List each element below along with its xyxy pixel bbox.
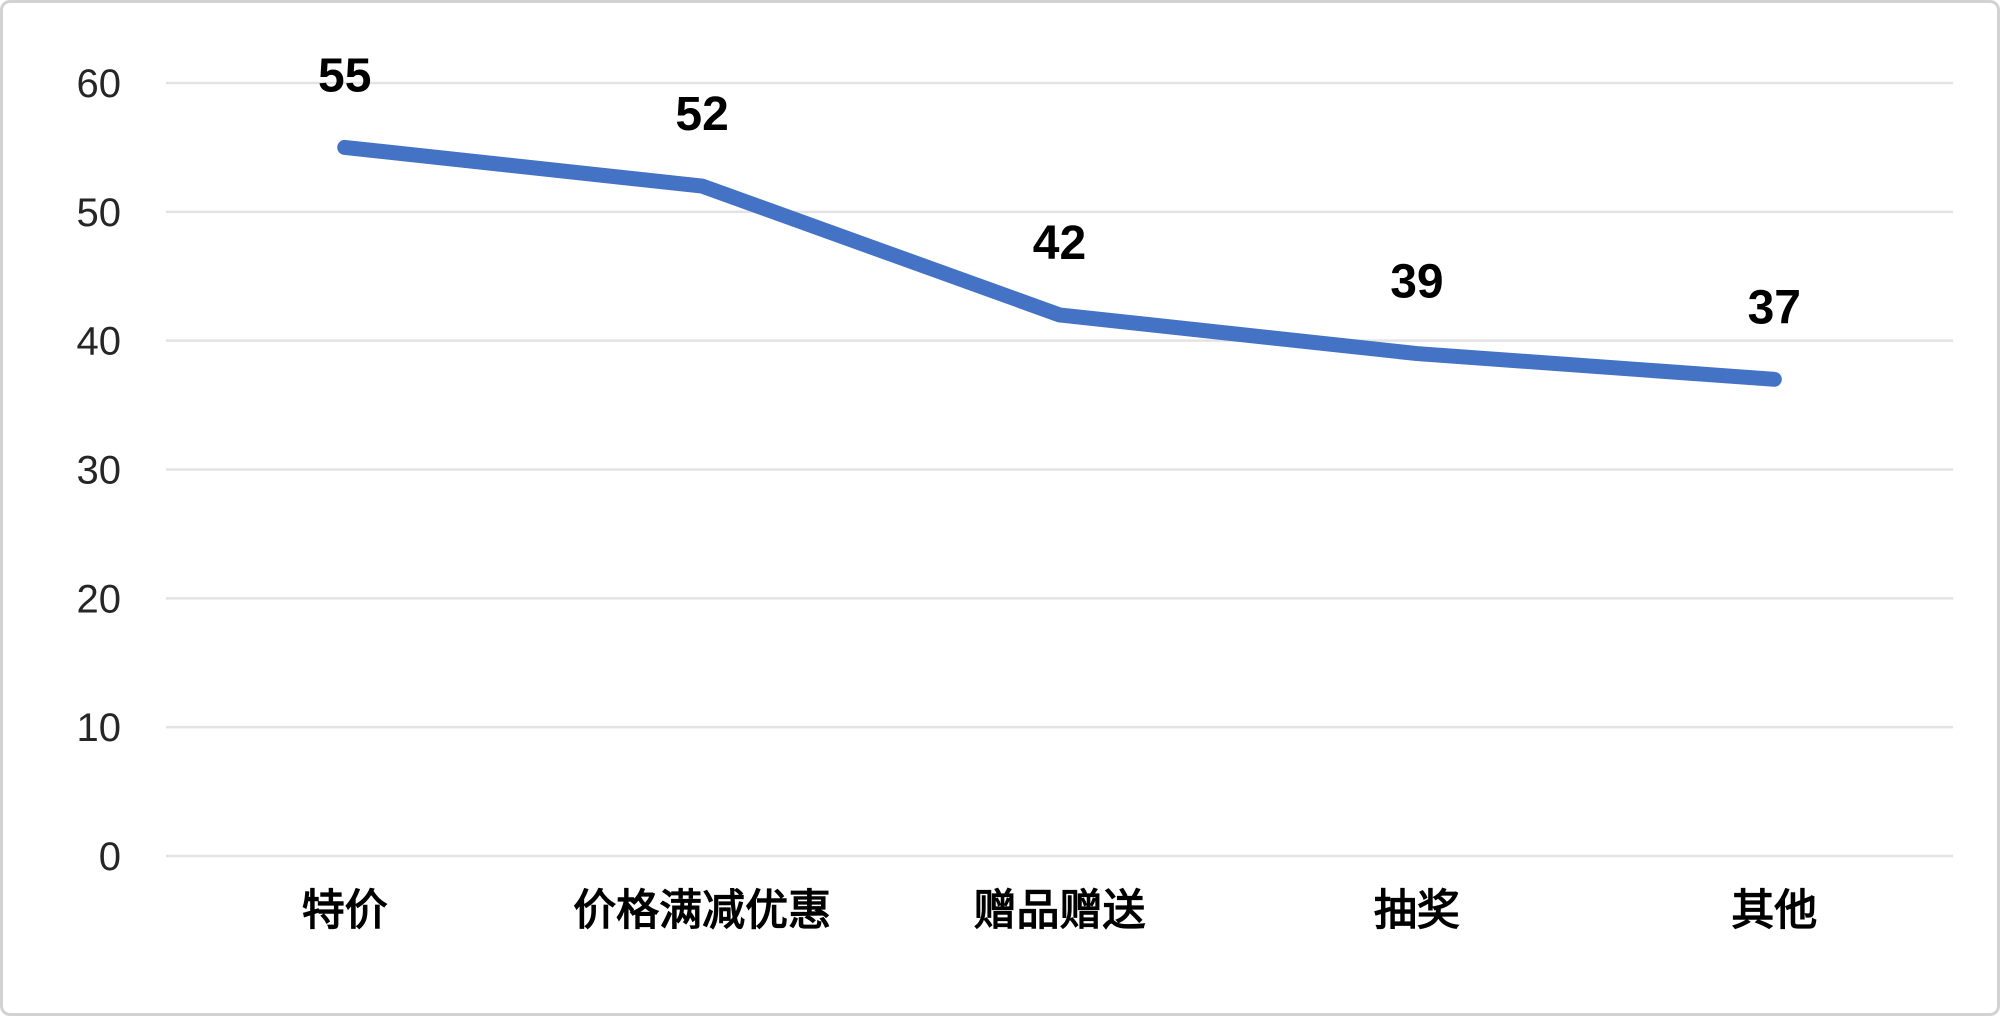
x-category-label: 赠品赠送 [974, 887, 1146, 935]
y-axis-tick-label: 10 [77, 706, 122, 750]
y-axis-tick-label: 20 [77, 577, 122, 621]
line-chart-svg: 0 10 20 30 40 50 60 55 52 42 39 37 特价 价格满减优惠 赠品赠送 抽奖 其他 [77, 49, 1953, 935]
x-category-label: 价格满减优惠 [573, 887, 831, 935]
series-line [337, 139, 1782, 387]
y-axis-tick-label: 50 [77, 191, 122, 235]
y-axis-tick-label: 60 [77, 62, 122, 106]
y-axis-tick-label: 0 [99, 835, 121, 879]
data-point-label: 39 [1390, 256, 1443, 309]
x-category-label: 特价 [302, 887, 388, 935]
x-category-label: 其他 [1731, 887, 1817, 935]
y-axis-tick-label: 40 [77, 320, 122, 364]
y-axis-tick-label: 30 [77, 449, 122, 493]
x-category-label: 抽奖 [1374, 887, 1460, 935]
data-point-label: 42 [1033, 217, 1086, 270]
data-point-label: 55 [318, 49, 371, 102]
data-point-label: 37 [1748, 281, 1801, 334]
data-point-label: 52 [675, 88, 728, 141]
